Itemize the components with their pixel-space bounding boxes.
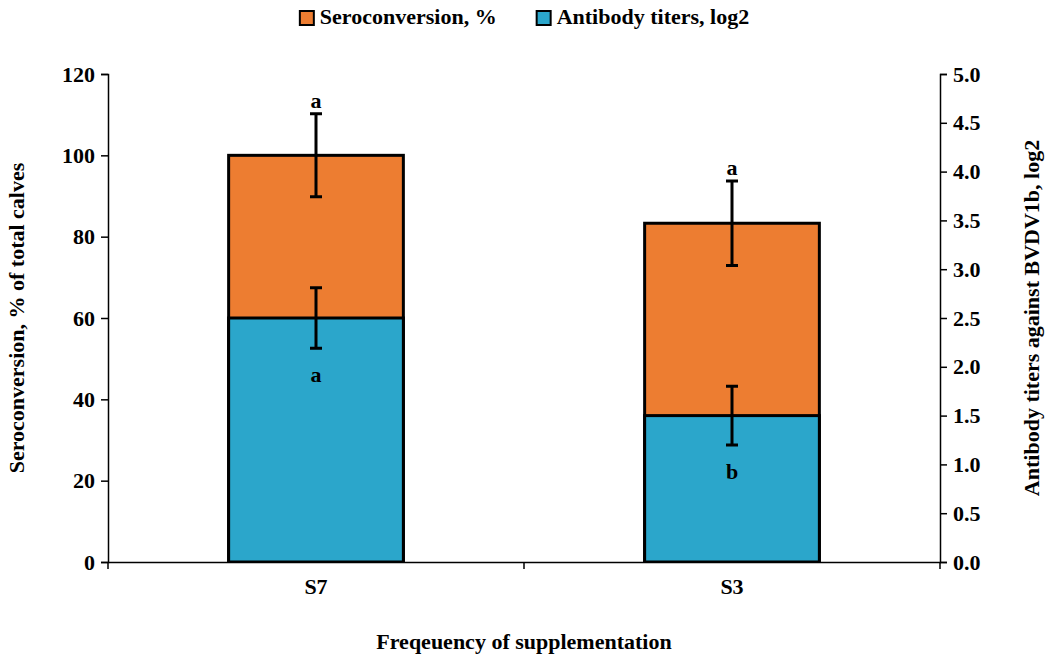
legend-swatch (300, 11, 314, 25)
significance-letter: a (727, 155, 738, 180)
series (229, 318, 820, 562)
category-separator (523, 562, 525, 569)
tick-mark (101, 562, 108, 564)
tick-mark (940, 464, 947, 466)
error-bar (726, 181, 738, 266)
tick-label: 80 (73, 224, 95, 249)
y2-axis-title: Antibody titers against BVDV1b, log2 (1019, 140, 1044, 496)
chart: 0 20 40 60 80 100 120 0.0 0.5 1.0 1.5 2.0 2.5 3.0 3.5 4… (0, 0, 1049, 661)
tick: S3 (720, 562, 743, 599)
bar (229, 155, 404, 562)
tick-label: 2.5 (953, 306, 981, 331)
tick-label: 1.0 (953, 452, 981, 477)
y-axis: 0 20 40 60 80 100 120 (62, 62, 109, 575)
tick: 80 (73, 224, 108, 249)
tick-label: 100 (62, 143, 95, 168)
tick: 4.5 (940, 110, 981, 135)
x-axis: S7 S3 (108, 562, 941, 599)
tick-mark (101, 480, 108, 482)
tick-label: S7 (304, 574, 327, 599)
marks (229, 114, 820, 562)
tick: S7 (304, 562, 327, 599)
plot-area: 0 20 40 60 80 100 120 0.0 0.5 1.0 1.5 2.0 2.5 3.0 3.5 4… (62, 62, 981, 599)
tick-mark (940, 562, 947, 564)
tick: 100 (62, 143, 108, 168)
tick-mark (101, 155, 108, 157)
x-axis-title: Freqeuency of supplementation (376, 629, 671, 654)
tick: 0.5 (940, 501, 981, 526)
tick-label: 3.5 (953, 208, 981, 233)
legend-item: Seroconversion, % (300, 4, 497, 29)
legend-label: Seroconversion, % (320, 4, 497, 29)
tick-mark (940, 171, 947, 173)
tick-mark (940, 74, 947, 76)
bar (229, 318, 404, 562)
significance-letter: a (311, 362, 322, 387)
category-separator (939, 562, 941, 569)
tick: 120 (62, 62, 108, 87)
tick-label: 1.5 (953, 403, 981, 428)
tick-mark (101, 318, 108, 320)
y-axis-title: Seroconversion, % of total calves (4, 162, 29, 473)
legend: Seroconversion, % Antibody titers, log2 (300, 4, 749, 29)
error-bar-line (726, 181, 738, 266)
error-bar (310, 288, 322, 349)
series (229, 155, 820, 562)
tick: 1.5 (940, 403, 981, 428)
tick: 40 (73, 387, 108, 412)
tick-label: 4.5 (953, 110, 981, 135)
tick-mark (101, 399, 108, 401)
tick: 3.5 (940, 208, 981, 233)
tick: 5.0 (940, 62, 981, 87)
tick-label: 0 (84, 550, 95, 575)
tick: 4.0 (940, 159, 981, 184)
tick-mark (940, 513, 947, 515)
tick-label: 120 (62, 62, 95, 87)
error-bar-line (726, 386, 738, 445)
legend-label: Antibody titers, log2 (557, 4, 750, 29)
category-separator (107, 562, 109, 569)
y2-axis-line (941, 75, 948, 563)
tick: 20 (73, 468, 108, 493)
y-axis-line (101, 75, 109, 563)
tick-label: 0.5 (953, 501, 981, 526)
tick-mark (940, 367, 947, 369)
tick-label: 5.0 (953, 62, 981, 87)
tick-mark (940, 415, 947, 417)
tick-label: 4.0 (953, 159, 981, 184)
tick-label: 40 (73, 387, 95, 412)
tick-mark (101, 74, 108, 76)
tick-mark (940, 318, 947, 320)
tick-mark (940, 220, 947, 222)
tick-label: S3 (720, 574, 743, 599)
tick: 2.0 (940, 354, 981, 379)
bar (645, 223, 820, 562)
tick-label: 3.0 (953, 257, 981, 282)
tick-mark (940, 269, 947, 271)
significance-letter: a (311, 88, 322, 113)
tick: 2.5 (940, 306, 981, 331)
tick-label: 20 (73, 468, 95, 493)
significance-letter: b (726, 459, 738, 484)
legend-swatch (537, 11, 551, 25)
y2-axis: 0.0 0.5 1.0 1.5 2.0 2.5 3.0 3.5 4.0 4.5 5.0 (940, 62, 981, 575)
significance-letters: a a a b (311, 88, 739, 484)
tick: 0.0 (940, 550, 981, 575)
tick-label: 2.0 (953, 354, 981, 379)
tick-label: 60 (73, 306, 95, 331)
tick: 1.0 (940, 452, 981, 477)
tick-mark (101, 236, 108, 238)
error-bar-line (310, 114, 322, 197)
error-bar (726, 386, 738, 445)
error-bar-line (310, 288, 322, 349)
legend-item: Antibody titers, log2 (537, 4, 750, 29)
tick-label: 0.0 (953, 550, 981, 575)
tick: 60 (73, 306, 108, 331)
tick: 3.0 (940, 257, 981, 282)
tick: 0 (84, 550, 108, 575)
error-bar (310, 114, 322, 197)
tick-mark (940, 123, 947, 125)
